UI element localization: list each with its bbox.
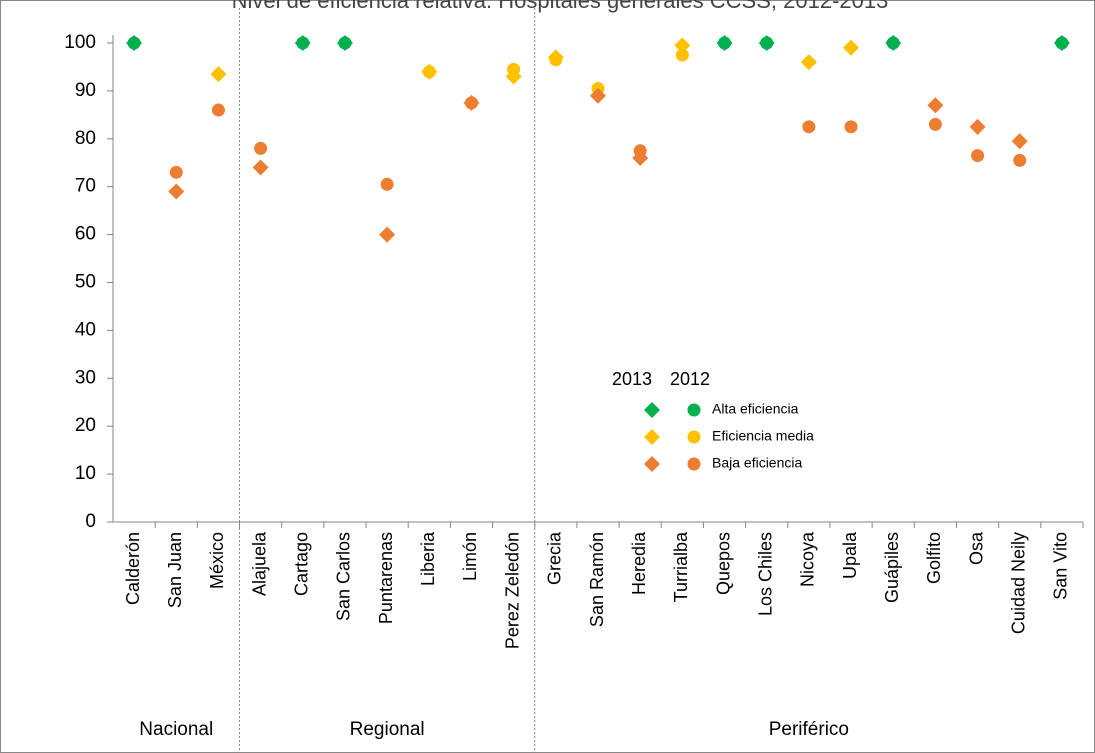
y-tick-label: 80 [75,128,96,149]
marker-circle [928,117,942,131]
marker-diamond [421,63,438,80]
chart-title: Nivel de eficiencia relativa. Hospitales… [232,0,889,13]
marker-diamond [644,429,660,445]
group-label: Regional [350,719,425,740]
marker-circle [687,430,701,444]
y-tick-label: 60 [75,224,96,245]
x-tick-label: Osa [966,531,986,565]
x-tick-label: Turrialba [671,531,691,602]
x-tick-label: Perez Zeledón [502,532,522,649]
x-tick-label: San Carlos [334,532,354,621]
y-tick-label: 90 [75,80,96,101]
legend-label: Eficiencia media [712,428,814,444]
marker-diamond [210,66,227,83]
x-tick-label: Calderón [123,532,143,605]
marker-diamond [632,149,649,166]
group-label: Nacional [139,719,213,740]
marker-diamond [1011,133,1028,150]
marker-diamond [843,39,860,56]
marker-diamond [885,35,902,51]
y-tick-label: 30 [75,367,96,388]
y-tick-label: 40 [75,319,96,340]
marker-diamond [294,35,311,51]
marker-diamond [674,37,691,54]
marker-diamond [716,35,733,51]
legend-header: 2012 [670,369,710,389]
x-tick-label: Nicoya [798,531,818,587]
legend-header: 2013 [612,369,652,389]
marker-diamond [644,402,660,418]
marker-diamond [379,226,396,243]
x-tick-label: San Juan [165,532,185,608]
marker-diamond [168,183,185,200]
x-tick-label: Liberia [418,531,438,586]
marker-diamond [644,456,660,472]
marker-circle [254,141,268,155]
group-label: Periférico [769,719,849,740]
legend-label: Alta eficiencia [712,401,799,417]
marker-circle [687,403,701,417]
marker-diamond [252,159,269,176]
x-tick-label: Quepos [713,532,733,595]
x-tick-label: Cartago [292,532,312,596]
x-tick-label: México [207,532,227,589]
y-tick-label: 0 [85,511,96,532]
legend-label: Baja eficiencia [712,455,802,471]
y-tick-label: 100 [64,32,96,53]
x-tick-label: Golfito [924,532,944,584]
y-tick-label: 50 [75,272,96,293]
marker-diamond [969,118,986,135]
x-tick-label: San Ramón [587,532,607,627]
x-tick-label: Upala [840,531,860,579]
y-tick-label: 70 [75,176,96,197]
x-tick-label: Los Chiles [755,532,775,616]
marker-diamond [800,54,817,71]
x-tick-label: San Vito [1051,532,1071,600]
marker-diamond [126,35,143,51]
marker-circle [169,165,183,179]
marker-circle [380,177,394,191]
marker-diamond [463,94,480,111]
marker-diamond [547,49,564,66]
marker-diamond [590,87,606,104]
x-tick-label: Alajuela [249,531,269,596]
marker-circle [211,103,225,117]
x-tick-label: Cuidad Neily [1008,532,1028,634]
marker-circle [687,457,701,471]
x-tick-label: Heredia [629,531,649,595]
marker-circle [971,149,985,163]
marker-circle [844,120,858,134]
y-tick-label: 20 [75,415,96,436]
marker-circle [1013,153,1027,167]
marker-diamond [758,35,775,51]
x-tick-label: Guápiles [882,532,902,603]
x-tick-label: Limón [460,532,480,581]
x-tick-label: Puntarenas [376,532,396,624]
marker-diamond [336,35,353,51]
marker-diamond [505,68,522,85]
marker-diamond [1053,35,1070,51]
marker-circle [802,120,816,134]
y-tick-label: 10 [75,463,96,484]
x-tick-label: Grecia [545,531,565,585]
marker-circle [675,48,689,62]
marker-diamond [927,97,944,114]
